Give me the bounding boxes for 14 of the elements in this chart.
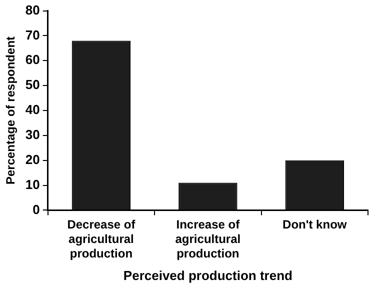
x-tick-label: Decrease of agricultural production bbox=[67, 218, 136, 261]
x-tick-label: Increase of agricultural production bbox=[175, 218, 241, 261]
y-tick-label: 40 bbox=[25, 102, 40, 118]
y-tick-label: 0 bbox=[32, 202, 40, 217]
y-tick-label: 70 bbox=[25, 27, 40, 42]
y-tick-label: 80 bbox=[25, 2, 40, 18]
y-axis-title: Percentage of respondent bbox=[4, 36, 18, 185]
x-axis-title: Perceived production trend bbox=[123, 268, 292, 283]
x-tick-label: Don't know bbox=[282, 218, 348, 232]
y-tick-label: 10 bbox=[25, 176, 40, 192]
y-tick-label: 60 bbox=[25, 52, 40, 68]
y-tick-label: 30 bbox=[25, 127, 40, 142]
y-tick-label: 20 bbox=[25, 152, 40, 167]
y-tick-label: 50 bbox=[25, 77, 40, 92]
